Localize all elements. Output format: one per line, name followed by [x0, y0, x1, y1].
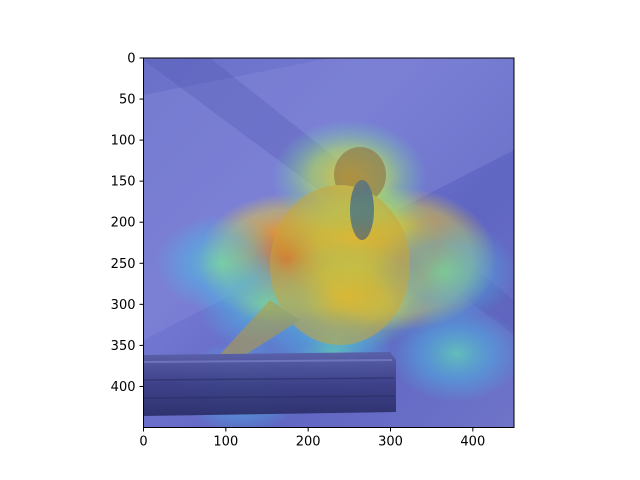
heat-spot: [155, 214, 288, 313]
x-axis: 0 100 200 300 400: [139, 427, 485, 450]
y-axis: 0 50 100 150 200 250 300 350 400: [111, 52, 144, 395]
x-tick-label: 400: [460, 435, 485, 450]
y-tick-label: 100: [111, 134, 136, 149]
y-tick-label: 350: [111, 339, 136, 354]
y-tick-label: 50: [119, 93, 136, 108]
bird-silhouette: [215, 147, 410, 360]
y-tick-label: 300: [111, 298, 136, 313]
x-tick-label: 300: [378, 435, 403, 450]
y-tick-label: 200: [111, 216, 136, 231]
y-tick-label: 0: [127, 52, 135, 67]
x-tick-label: 0: [139, 435, 147, 450]
plot-area: [143, 58, 514, 428]
x-tick-label: 200: [296, 435, 321, 450]
y-tick-label: 150: [111, 175, 136, 190]
y-tick-label: 250: [111, 257, 136, 272]
wooden-post: [143, 352, 396, 416]
x-tick-label: 100: [213, 435, 238, 450]
y-tick-label: 400: [111, 380, 136, 395]
plot-frame: [143, 57, 515, 428]
heat-spot: [390, 304, 514, 403]
